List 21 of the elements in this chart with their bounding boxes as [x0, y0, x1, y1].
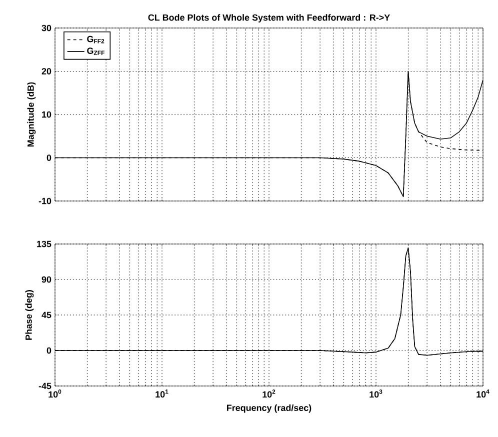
- y-tick-label: 0: [46, 347, 52, 354]
- y-tick-label: -10: [38, 198, 52, 204]
- y-tick-label: 10: [42, 111, 52, 118]
- y-tick-label: 90: [42, 276, 52, 283]
- legend-label: G$_{ZFF}$: [87, 48, 104, 55]
- y-tick-label: 0: [46, 154, 52, 161]
- chart-title: CL Bode Plots of Whole System with Feedforward : R->Y: [148, 14, 390, 22]
- x-tick-label: 10$^{1}$: [156, 390, 168, 398]
- y-axis-title: Phase (deg): [25, 290, 34, 340]
- y-tick-label: 30: [42, 24, 52, 32]
- x-tick-label: 10$^{2}$: [262, 390, 276, 398]
- y-axis-title: Magnitude (dB): [27, 82, 36, 147]
- y-tick-label: 20: [42, 68, 52, 74]
- x-tick-label: 10$^{0}$: [48, 390, 62, 398]
- x-tick-label: 10$^{3}$: [370, 390, 382, 398]
- y-tick-label: -45: [38, 382, 52, 390]
- y-tick-label: 135: [37, 240, 52, 248]
- x-axis-title: Frequency (rad/sec): [226, 404, 312, 413]
- x-tick-label: 10$^{4}$: [476, 390, 490, 398]
- legend-label: G$_{FF2}$: [87, 36, 104, 44]
- y-tick-label: 45: [42, 312, 52, 318]
